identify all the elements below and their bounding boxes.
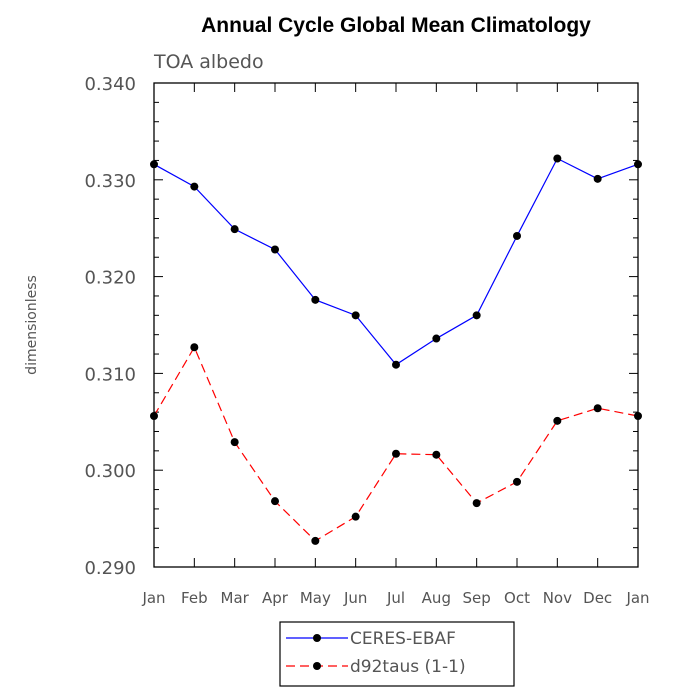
y-tick-label: 0.290 <box>84 558 136 579</box>
series-0-point <box>553 154 562 163</box>
series-0-point <box>634 160 642 169</box>
series-1-point <box>513 477 521 486</box>
x-tick-label: May <box>300 589 331 607</box>
x-tick-label: Nov <box>543 589 572 607</box>
legend-label-ceres: CERES-EBAF <box>350 629 456 649</box>
series-1-point <box>311 536 320 545</box>
legend: CERES-EBAF d92taus (1-1) <box>279 621 515 687</box>
y-tick-label: 0.310 <box>84 364 136 385</box>
legend-marker-d92taus <box>313 662 321 670</box>
legend-marker-ceres <box>313 634 321 642</box>
x-tick-label: Dec <box>583 589 612 607</box>
x-tick-label: Jan <box>141 589 165 607</box>
x-tick-label: Mar <box>221 589 250 607</box>
y-tick-label: 0.300 <box>84 461 136 482</box>
series-0-point <box>230 225 239 234</box>
x-tick-label: Feb <box>181 589 208 607</box>
x-tick-label: Sep <box>463 589 491 607</box>
series-0-point <box>311 295 320 304</box>
x-tick-label: Jan <box>625 589 649 607</box>
x-tick-label: Oct <box>504 589 530 607</box>
series-1-point <box>150 411 158 420</box>
series-0-point <box>513 231 521 240</box>
series-0-point <box>150 160 158 169</box>
series-line-1 <box>153 345 639 542</box>
plot-frame <box>153 82 639 568</box>
series-1-point <box>230 438 239 447</box>
series-1-point <box>392 449 400 458</box>
series-1-point <box>593 404 602 413</box>
chart-subtitle: TOA albedo <box>153 51 264 73</box>
legend-label-d92taus: d92taus (1-1) <box>350 657 466 677</box>
series-0-point <box>432 334 441 343</box>
x-tick-label: Aug <box>422 589 451 607</box>
series-1-point <box>351 512 360 521</box>
y-tick-label: 0.340 <box>84 74 136 95</box>
series-1-point <box>190 343 199 352</box>
legend-box <box>279 621 515 687</box>
series-0-point <box>593 174 602 183</box>
series-0-point <box>472 311 481 320</box>
series-line-0 <box>153 157 639 366</box>
series-layer <box>150 154 642 545</box>
series-0-point <box>351 311 360 320</box>
y-axis: 0.290 0.300 0.310 0.320 0.330 0.340 <box>84 74 638 579</box>
series-1-point <box>634 411 642 420</box>
y-tick-label: 0.320 <box>84 268 136 289</box>
x-axis: Jan Feb Mar Apr May Jun Jul Aug Sep Oct Nov Dec Jan <box>141 83 650 607</box>
chart-title: Annual Cycle Global Mean Climatology <box>201 14 591 37</box>
x-tick-label: Jul <box>386 589 405 607</box>
y-axis-label: dimensionless <box>24 275 40 375</box>
series-0-point <box>392 360 400 369</box>
x-tick-label: Apr <box>262 589 289 607</box>
series-1-point <box>553 416 562 425</box>
series-0-point <box>271 245 279 254</box>
series-0-point <box>190 182 199 191</box>
series-1-point <box>432 450 441 459</box>
series-1-point <box>271 497 279 506</box>
x-tick-label: Jun <box>343 589 367 607</box>
y-tick-label: 0.330 <box>84 171 136 192</box>
series-1-point <box>472 499 481 508</box>
